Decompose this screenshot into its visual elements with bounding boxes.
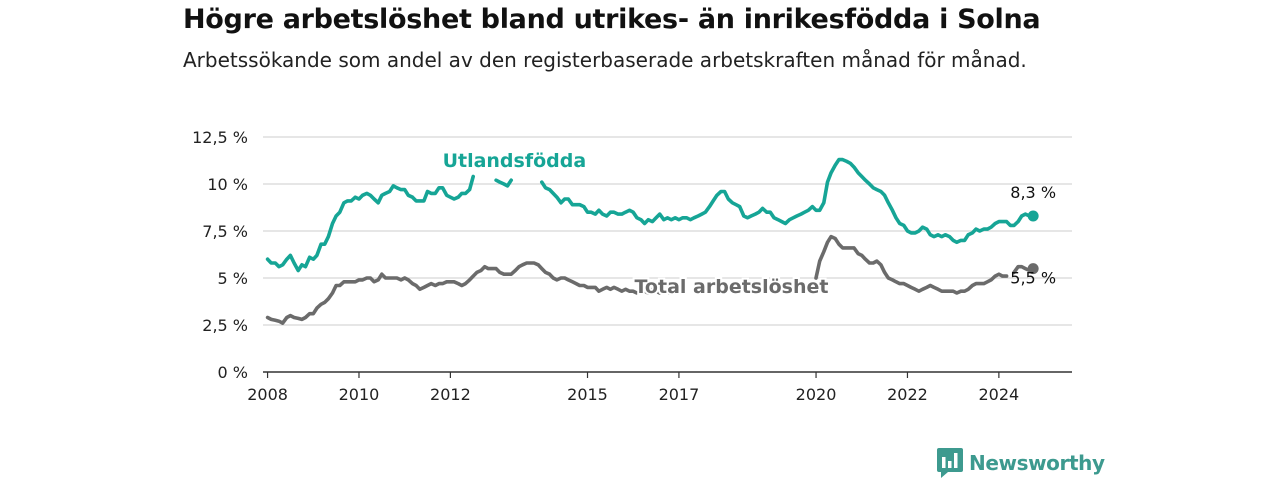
y-tick-label: 10 % <box>207 175 248 194</box>
x-tick-label: 2024 <box>979 385 1020 404</box>
y-tick-label: 2,5 % <box>202 316 248 335</box>
series-end-value-label: 5,5 % <box>1010 269 1056 288</box>
series-line-utlandsfodda <box>265 157 1035 273</box>
x-tick-label: 2008 <box>247 385 288 404</box>
series-end-point <box>1027 210 1039 222</box>
series-name-label: Utlandsfödda <box>443 150 587 172</box>
chart-title: Högre arbetslöshet bland utrikes- än inr… <box>183 4 1041 35</box>
x-tick-label: 2010 <box>339 385 380 404</box>
y-tick-label: 12,5 % <box>192 128 248 147</box>
series-labels: Utlandsfödda Total arbetslöshet 8,3 % 5,5 % <box>441 148 1056 300</box>
x-tick-label: 2017 <box>659 385 700 404</box>
newsworthy-logo-icon <box>937 448 963 478</box>
series-lines <box>265 157 1039 325</box>
chart-subtitle: Arbetssökande som andel av den registerb… <box>183 48 1027 72</box>
brand-name: Newsworthy <box>969 451 1105 475</box>
x-axis: 2008 2010 2012 2015 2017 2020 2022 2024 <box>247 371 1072 404</box>
grid-lines <box>263 136 1072 326</box>
y-tick-label: 7,5 % <box>202 222 248 241</box>
x-tick-label: 2022 <box>887 385 928 404</box>
series-name-label: Total arbetslöshet <box>635 276 829 298</box>
y-tick-label: 5 % <box>218 269 248 288</box>
series-end-point <box>1027 263 1039 275</box>
y-axis-tick-labels: 0 % 2,5 % 5 % 7,5 % 10 % 12,5 % <box>192 128 248 382</box>
series-end-value-label: 8,3 % <box>1010 183 1056 202</box>
x-tick-label: 2015 <box>567 385 608 404</box>
y-tick-label: 0 % <box>218 363 248 382</box>
x-tick-label: 2012 <box>430 385 471 404</box>
x-tick-label: 2020 <box>796 385 837 404</box>
newsworthy-brand[interactable]: Newsworthy <box>937 448 1105 478</box>
